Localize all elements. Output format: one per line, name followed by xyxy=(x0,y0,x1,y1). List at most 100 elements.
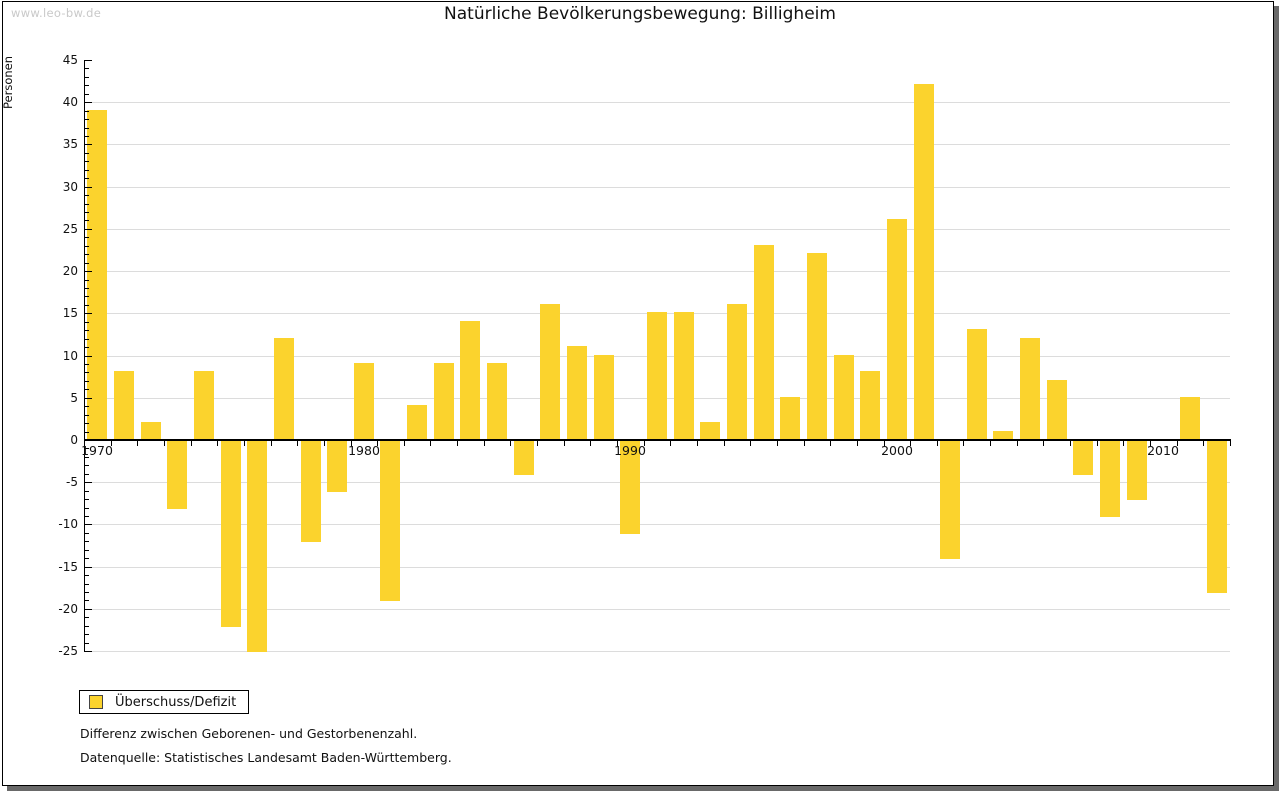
bar-1984 xyxy=(460,321,480,439)
y-tick-label: 0 xyxy=(70,433,78,447)
bar-1981 xyxy=(380,441,400,601)
x-tick xyxy=(1203,441,1204,446)
legend-swatch-icon xyxy=(89,695,103,709)
x-tick xyxy=(910,441,911,446)
bar-2011 xyxy=(1180,397,1200,439)
y-minor-tick xyxy=(85,643,89,644)
gridline xyxy=(85,524,1230,525)
bar-1995 xyxy=(754,245,774,439)
watermark: www.leo-bw.de xyxy=(11,6,102,20)
gridline xyxy=(85,651,1230,652)
bar-1989 xyxy=(594,355,614,439)
x-decade-label: 1980 xyxy=(348,443,380,458)
y-minor-tick xyxy=(85,212,89,213)
bar-1971 xyxy=(114,371,134,439)
y-major-tick xyxy=(85,144,92,145)
y-minor-tick xyxy=(85,465,89,466)
y-major-tick xyxy=(85,356,92,357)
x-tick xyxy=(804,441,805,446)
bar-1982 xyxy=(407,405,427,439)
x-tick xyxy=(510,441,511,446)
y-minor-tick xyxy=(85,406,89,407)
y-minor-tick xyxy=(85,592,89,593)
x-tick xyxy=(644,441,645,446)
y-minor-tick xyxy=(85,508,89,509)
legend: Überschuss/Defizit xyxy=(79,690,249,714)
x-tick xyxy=(84,441,85,446)
x-tick xyxy=(777,441,778,446)
y-minor-tick xyxy=(85,381,89,382)
gridline xyxy=(85,609,1230,610)
bar-2007 xyxy=(1073,441,1093,475)
y-major-tick xyxy=(85,609,92,610)
y-minor-tick xyxy=(85,617,89,618)
y-minor-tick xyxy=(85,491,89,492)
y-minor-tick xyxy=(85,575,89,576)
x-tick xyxy=(937,441,938,446)
x-decade-label: 2000 xyxy=(881,443,913,458)
y-tick-label: 30 xyxy=(62,180,78,194)
bar-1977 xyxy=(274,338,294,439)
y-minor-tick xyxy=(85,600,89,601)
y-major-tick xyxy=(85,482,92,483)
legend-label: Überschuss/Defizit xyxy=(115,694,237,710)
y-minor-tick xyxy=(85,364,89,365)
gridline xyxy=(85,102,1230,103)
y-tick-label: 5 xyxy=(70,391,78,405)
bar-1978 xyxy=(301,441,321,542)
x-tick xyxy=(537,441,538,446)
x-tick xyxy=(111,441,112,446)
y-minor-tick xyxy=(85,119,89,120)
y-minor-tick xyxy=(85,474,89,475)
y-major-tick xyxy=(85,398,92,399)
y-minor-tick xyxy=(85,128,89,129)
y-major-tick xyxy=(85,271,92,272)
bar-1988 xyxy=(567,346,587,439)
x-tick xyxy=(564,441,565,446)
y-minor-tick xyxy=(85,280,89,281)
y-minor-tick xyxy=(85,170,89,171)
x-tick xyxy=(430,441,431,446)
y-minor-tick xyxy=(85,305,89,306)
y-major-tick xyxy=(85,524,92,525)
bar-2009 xyxy=(1127,441,1147,500)
y-minor-tick xyxy=(85,68,89,69)
footnote-description: Differenz zwischen Geborenen- und Gestor… xyxy=(80,726,418,741)
y-minor-tick xyxy=(85,111,89,112)
x-tick xyxy=(457,441,458,446)
x-tick xyxy=(670,441,671,446)
x-tick xyxy=(191,441,192,446)
bar-1994 xyxy=(727,304,747,439)
y-major-tick xyxy=(85,567,92,568)
y-minor-tick xyxy=(85,541,89,542)
y-minor-tick xyxy=(85,634,89,635)
x-tick xyxy=(697,441,698,446)
bar-1976 xyxy=(247,441,267,652)
x-tick xyxy=(1070,441,1071,446)
y-minor-tick xyxy=(85,254,89,255)
y-minor-tick xyxy=(85,448,89,449)
y-minor-tick xyxy=(85,550,89,551)
x-tick xyxy=(1230,441,1231,446)
x-decade-label: 1970 xyxy=(81,443,113,458)
bar-1980 xyxy=(354,363,374,439)
x-tick xyxy=(324,441,325,446)
bar-1983 xyxy=(434,363,454,439)
bar-2006 xyxy=(1047,380,1067,439)
y-minor-tick xyxy=(85,584,89,585)
y-major-tick xyxy=(85,229,92,230)
y-minor-tick xyxy=(85,220,89,221)
x-tick xyxy=(484,441,485,446)
y-minor-tick xyxy=(85,432,89,433)
x-tick xyxy=(244,441,245,446)
x-tick xyxy=(857,441,858,446)
y-tick-label: -5 xyxy=(66,475,78,489)
x-tick xyxy=(590,441,591,446)
y-minor-tick xyxy=(85,161,89,162)
y-tick-label: 15 xyxy=(62,306,78,320)
gridline xyxy=(85,271,1230,272)
x-tick xyxy=(884,441,885,446)
gridline xyxy=(85,187,1230,188)
x-tick xyxy=(724,441,725,446)
y-minor-tick xyxy=(85,153,89,154)
